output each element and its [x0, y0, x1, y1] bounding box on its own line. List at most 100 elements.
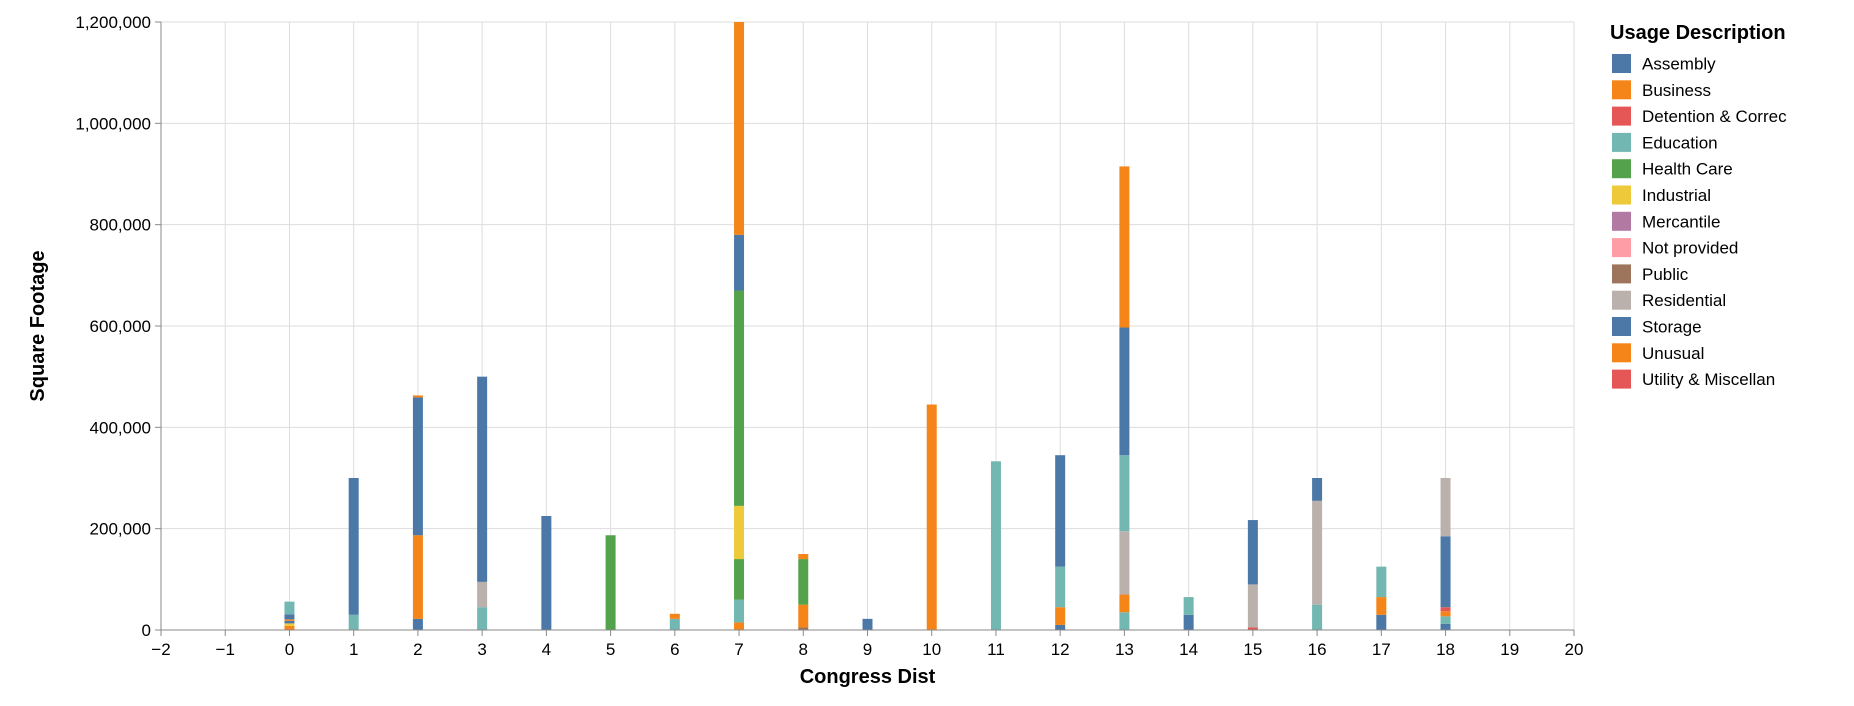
x-tick-label: 4: [542, 640, 551, 659]
x-axis-title: Congress Dist: [800, 666, 936, 688]
legend-swatch: [1612, 343, 1631, 363]
bar-segment: [412, 397, 423, 536]
legend-label: Utility & Miscellan: [1642, 370, 1775, 389]
grid: [160, 21, 1575, 631]
bar-segment: [1119, 612, 1130, 630]
bar-segment: [862, 618, 873, 630]
bar-segment: [1183, 597, 1194, 615]
bars: [284, 22, 1451, 630]
x-tick-label: 13: [1115, 640, 1134, 659]
bar-segment: [990, 461, 1001, 630]
x-tick-label: 7: [734, 640, 743, 659]
legend-label: Mercantile: [1642, 212, 1720, 231]
bar-segment: [798, 604, 809, 628]
bar-segment: [1247, 627, 1258, 630]
x-tick-label: 17: [1372, 640, 1391, 659]
legend-swatch: [1612, 290, 1631, 310]
legend-title: Usage Description: [1610, 22, 1786, 44]
bar-segment: [284, 620, 295, 624]
bar-segment: [1440, 623, 1451, 630]
bar-segment: [734, 234, 745, 291]
bar-segment: [412, 535, 423, 619]
legend-label: Unusual: [1642, 344, 1704, 363]
bar-segment: [348, 478, 359, 615]
bar-segment: [1247, 520, 1258, 585]
x-tick-label: 11: [987, 640, 1005, 659]
legend-label: Storage: [1642, 318, 1702, 337]
x-tick-label: 14: [1179, 640, 1198, 659]
x-tick-label: 18: [1436, 640, 1455, 659]
y-tick-label: 200,000: [90, 520, 151, 539]
legend-label: Assembly: [1642, 55, 1716, 74]
bar-segment: [541, 516, 552, 630]
x-tick-label: 6: [670, 640, 679, 659]
x-tick-label: 15: [1243, 640, 1262, 659]
bar-segment: [1312, 478, 1323, 501]
legend-label: Public: [1642, 265, 1689, 284]
bar-segment: [1055, 566, 1066, 608]
bar-segment: [1440, 616, 1451, 624]
bar-segment: [1055, 607, 1066, 625]
legend-swatch: [1612, 317, 1631, 336]
bar-segment: [1440, 607, 1451, 612]
bar-segment: [1119, 531, 1130, 595]
bar-segment: [477, 581, 488, 608]
y-tick-label: 1,200,000: [75, 13, 151, 32]
y-axis-title: Square Footage: [27, 250, 49, 401]
x-tick-label: 1: [349, 640, 358, 659]
legend: Usage Description Assembly Business Detent…: [1610, 22, 1787, 389]
bar-segment: [1183, 614, 1194, 630]
bar-segment: [477, 376, 488, 582]
y-tick-label: 400,000: [90, 418, 151, 437]
legend-swatch: [1612, 54, 1631, 73]
x-tick-label: −1: [216, 640, 235, 659]
legend-label: Business: [1642, 81, 1711, 100]
legend-swatch: [1612, 264, 1631, 284]
bar-segment: [1119, 327, 1130, 456]
bar-segment: [348, 614, 359, 630]
legend-swatch: [1612, 369, 1631, 389]
legend-swatch: [1612, 159, 1631, 179]
bar-segment: [1376, 614, 1387, 630]
bar-segment: [1312, 500, 1323, 605]
bar-segment: [1247, 584, 1258, 628]
bar-segment: [1376, 597, 1387, 615]
bar-segment: [284, 614, 295, 620]
x-tick-label: 5: [606, 640, 615, 659]
bar-segment: [1440, 536, 1451, 608]
bar-segment: [734, 290, 745, 506]
bar-segment: [1440, 611, 1451, 617]
bar-segment: [284, 625, 295, 630]
legend-label: Industrial: [1642, 186, 1711, 205]
legend-swatch: [1612, 80, 1631, 100]
bar-segment: [1376, 566, 1387, 598]
legend-label: Not provided: [1642, 239, 1738, 258]
y-tick-label: 1,000,000: [75, 114, 151, 133]
legend-label: Residential: [1642, 291, 1726, 310]
bar-segment: [734, 22, 745, 235]
bar-segment: [1119, 594, 1130, 613]
bar-segment: [734, 559, 745, 600]
bar-segment: [1312, 604, 1323, 630]
bar-segment: [1119, 166, 1130, 328]
legend-swatch: [1612, 211, 1631, 231]
x-tick-label: 16: [1308, 640, 1327, 659]
bar-segment: [1119, 455, 1130, 532]
axes: −2 −1 0 1 2 3 4 5 6 7 8 9 10 11 12 13 14 15 16 17 18 19 200200…: [75, 13, 1583, 659]
bar-segment: [605, 535, 616, 630]
legend-swatch: [1612, 185, 1631, 205]
legend-label: Education: [1642, 133, 1718, 152]
bar-segment: [734, 622, 745, 630]
legend-swatch: [1612, 238, 1631, 258]
bar-segment: [669, 613, 680, 619]
x-tick-label: 19: [1500, 640, 1519, 659]
x-tick-label: 10: [922, 640, 941, 659]
bar-segment: [412, 618, 423, 630]
y-tick-label: 800,000: [90, 216, 151, 235]
x-tick-label: 12: [1051, 640, 1070, 659]
legend-label: Health Care: [1642, 160, 1733, 179]
y-tick-label: 0: [142, 621, 151, 640]
bar-segment: [926, 404, 937, 630]
x-tick-label: 9: [863, 640, 872, 659]
bar-segment: [477, 607, 488, 630]
